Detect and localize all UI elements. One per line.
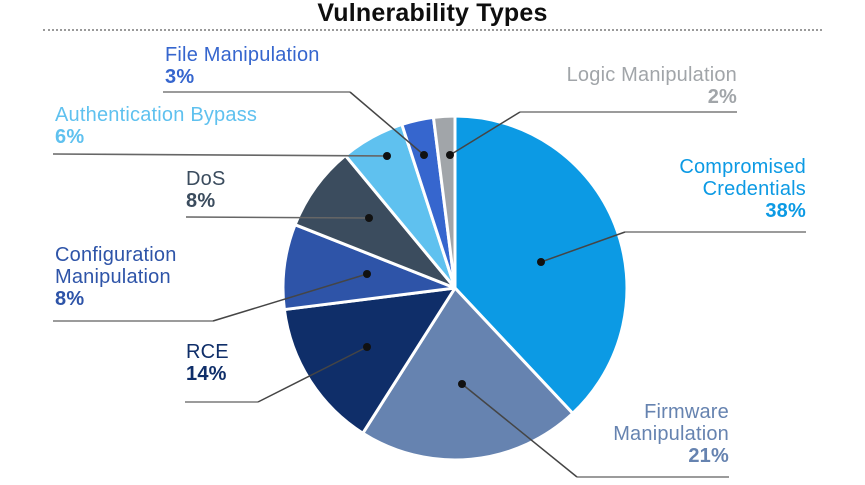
leader-line-firmware-manipulation — [461, 383, 578, 478]
leader-dot-compromised-credentials — [537, 258, 545, 266]
leader-line-dos — [185, 216, 370, 219]
leader-line-authentication-bypass — [52, 153, 388, 157]
slice-percentage: 38% — [765, 200, 806, 222]
leader-line-logic-manipulation — [449, 111, 521, 156]
slice-label: Logic Manipulation — [566, 64, 737, 86]
leader-dot-dos — [365, 214, 373, 222]
slice-label: Manipulation — [613, 423, 729, 445]
leader-line-file-manipulation — [349, 91, 425, 156]
label-logic-manipulation: Logic Manipulation 2% — [567, 64, 737, 108]
slice-label: Compromised — [679, 156, 806, 178]
label-firmware-manipulation: Firmware Manipulation 21% — [613, 401, 729, 467]
label-configuration-manipulation: Configuration Manipulation 8% — [55, 244, 177, 310]
slice-label: Firmware — [644, 401, 729, 423]
slice-percentage: 6% — [55, 126, 85, 148]
slice-percentage: 3% — [165, 66, 195, 88]
leader-line-compromised-credentials — [540, 231, 626, 263]
leader-dot-logic-manipulation — [446, 151, 454, 159]
slice-label: Configuration — [55, 244, 177, 266]
slice-percentage: 14% — [186, 363, 227, 385]
slice-percentage: 21% — [688, 445, 729, 467]
slice-label: File Manipulation — [165, 44, 320, 66]
label-dos: DoS 8% — [186, 168, 226, 212]
slice-percentage: 8% — [186, 190, 216, 212]
leader-line-configuration-manipulation — [212, 273, 368, 322]
label-compromised-credentials: Compromised Credentials 38% — [679, 156, 806, 222]
chart-title: Vulnerability Types — [317, 0, 548, 27]
leader-dot-rce — [363, 343, 371, 351]
slice-percentage: 2% — [707, 86, 737, 108]
slice-percentage: 8% — [55, 288, 85, 310]
label-authentication-bypass: Authentication Bypass 6% — [55, 104, 257, 148]
slice-label: Credentials — [702, 178, 806, 200]
slice-label: RCE — [186, 341, 229, 363]
leader-dot-firmware-manipulation — [458, 380, 466, 388]
leader-dot-file-manipulation — [420, 151, 428, 159]
slice-label: DoS — [186, 168, 226, 190]
leader-dot-authentication-bypass — [383, 152, 391, 160]
pie-slice-firmware-manipulation — [361, 286, 575, 462]
leader-line-rce — [257, 346, 368, 403]
slice-label: Manipulation — [55, 266, 171, 288]
label-file-manipulation: File Manipulation 3% — [165, 44, 320, 88]
label-rce: RCE 14% — [186, 341, 229, 385]
pie-slice-logic-manipulation — [431, 114, 457, 290]
title-separator-dotted-line — [43, 29, 822, 31]
slice-label: Authentication Bypass — [55, 104, 258, 126]
pie-slice-rce — [282, 286, 457, 435]
leader-dot-configuration-manipulation — [363, 270, 371, 278]
